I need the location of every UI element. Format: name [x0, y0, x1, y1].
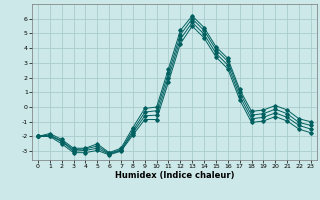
- X-axis label: Humidex (Indice chaleur): Humidex (Indice chaleur): [115, 171, 234, 180]
